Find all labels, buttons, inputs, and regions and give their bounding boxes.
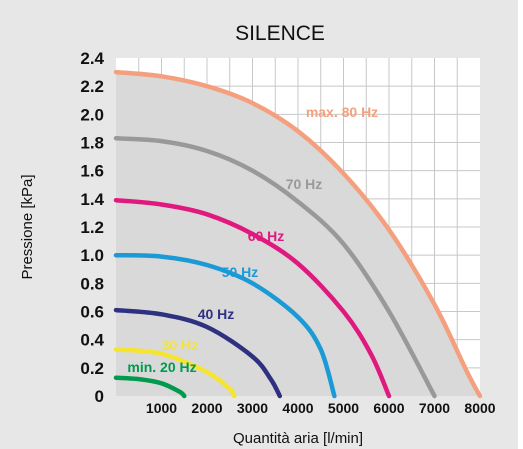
y-tick-label: 1.0 [80, 246, 104, 265]
series-line-1 [113, 136, 437, 399]
y-tick-label: 0.6 [80, 303, 104, 322]
x-tick-label: 2000 [191, 400, 222, 416]
y-tick-label: 1.2 [80, 218, 104, 237]
series-line-3 [113, 252, 337, 399]
series-label-3: 50 Hz [222, 264, 259, 280]
y-tick-label: 1.6 [80, 162, 104, 181]
series-labels: max. 80 Hz 70 Hz 60 Hz 50 Hz 40 Hz 30 Hz min. … [127, 104, 378, 375]
x-tick-label: 5000 [328, 400, 359, 416]
series-lines [113, 69, 483, 399]
x-axis-ticks: 1000 2000 3000 4000 5000 6000 7000 8000 [146, 400, 496, 416]
x-tick-label: 7000 [419, 400, 450, 416]
y-tick-label: 0 [95, 387, 104, 406]
series-label-1: 70 Hz [286, 176, 323, 192]
y-tick-label: 2.2 [80, 77, 104, 96]
x-tick-label: 4000 [282, 400, 313, 416]
y-tick-label: 2.4 [80, 49, 104, 68]
x-tick-label: 3000 [237, 400, 268, 416]
x-axis-label: Quantità aria [l/min] [233, 430, 363, 447]
series-label-4: 40 Hz [198, 306, 235, 322]
series-line-6 [113, 375, 187, 399]
y-tick-label: 1.8 [80, 134, 104, 153]
chart-title: SILENCE [235, 22, 325, 45]
series-line-0 [113, 69, 483, 399]
x-tick-label: 8000 [464, 400, 495, 416]
y-tick-label: 0.2 [80, 359, 104, 378]
y-tick-label: 0.4 [80, 331, 104, 350]
x-tick-label: 1000 [146, 400, 177, 416]
series-line-4 [113, 307, 283, 399]
y-axis-label: Pressione [kPa] [19, 174, 36, 279]
x-tick-label: 6000 [373, 400, 404, 416]
y-axis-ticks: 0 0.2 0.4 0.6 0.8 1.0 1.2 1.4 1.6 1.8 2.0 2.2 2.4 [80, 49, 104, 406]
series-label-2: 60 Hz [248, 228, 285, 244]
series-label-0: max. 80 Hz [306, 104, 378, 120]
series-line-5 [113, 347, 237, 399]
y-tick-label: 0.8 [80, 274, 104, 293]
series-line-2 [113, 197, 392, 399]
y-tick-label: 1.4 [80, 190, 104, 209]
series-label-6: min. 20 Hz [127, 359, 196, 375]
series-label-5: 30 Hz [162, 337, 199, 353]
y-tick-label: 2.0 [80, 105, 104, 124]
